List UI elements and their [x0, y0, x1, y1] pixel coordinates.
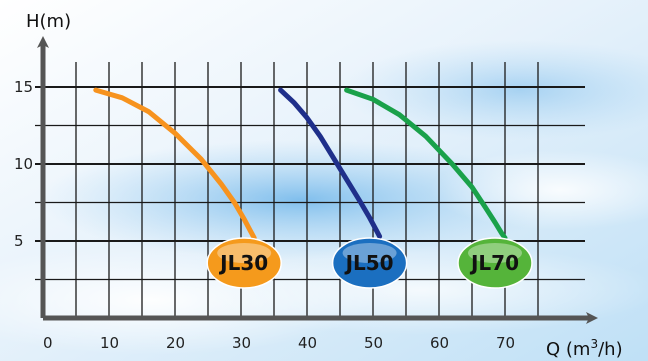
x-tick-label-60: 60	[430, 334, 449, 352]
y-tick-label-10: 10	[14, 155, 33, 173]
x-axis-title-suffix: /h)	[598, 339, 623, 360]
badge-jl50: JL50	[331, 237, 408, 289]
x-tick-label-50: 50	[364, 334, 383, 352]
badge-shape-jl70	[457, 237, 533, 289]
badge-label-jl30: JL30	[218, 251, 268, 275]
grid	[35, 62, 585, 318]
tick-labels: 0 10 20 30 40 50 60 70 5 10 15	[14, 78, 515, 352]
badge-highlight-jl30	[217, 243, 272, 263]
x-tick-label-40: 40	[298, 334, 317, 352]
badge-highlight-jl70	[468, 243, 522, 263]
axes	[37, 36, 598, 324]
y-tick-label-15: 15	[14, 78, 33, 96]
x-axis-title-sup: 3	[590, 337, 598, 351]
badge-shape-jl30	[206, 237, 282, 289]
x-tick-label-20: 20	[166, 334, 185, 352]
series-curves	[93, 87, 508, 241]
x-axis-title: Q (m3/h)	[546, 337, 623, 360]
y-axis-title: H(m)	[26, 11, 71, 32]
badge-highlight-jl50	[342, 243, 397, 263]
x-axis-title-prefix: Q (m	[546, 339, 590, 360]
badge-label-jl50: JL50	[344, 251, 394, 275]
badge-jl30: JL30	[206, 237, 282, 289]
badge-jl70: JL70	[457, 237, 533, 289]
y-tick-label-5: 5	[14, 232, 24, 250]
curve-jl50	[278, 87, 383, 239]
x-tick-label-0: 0	[43, 334, 53, 352]
x-tick-label-10: 10	[100, 334, 119, 352]
series-badges: JL30 JL50 JL70	[206, 237, 533, 289]
x-tick-label-30: 30	[232, 334, 251, 352]
badge-shape-jl50	[331, 237, 408, 289]
badge-label-jl70: JL70	[469, 251, 519, 275]
x-tick-label-70: 70	[496, 334, 515, 352]
curve-jl30	[93, 87, 257, 241]
curve-jl70	[344, 87, 508, 241]
